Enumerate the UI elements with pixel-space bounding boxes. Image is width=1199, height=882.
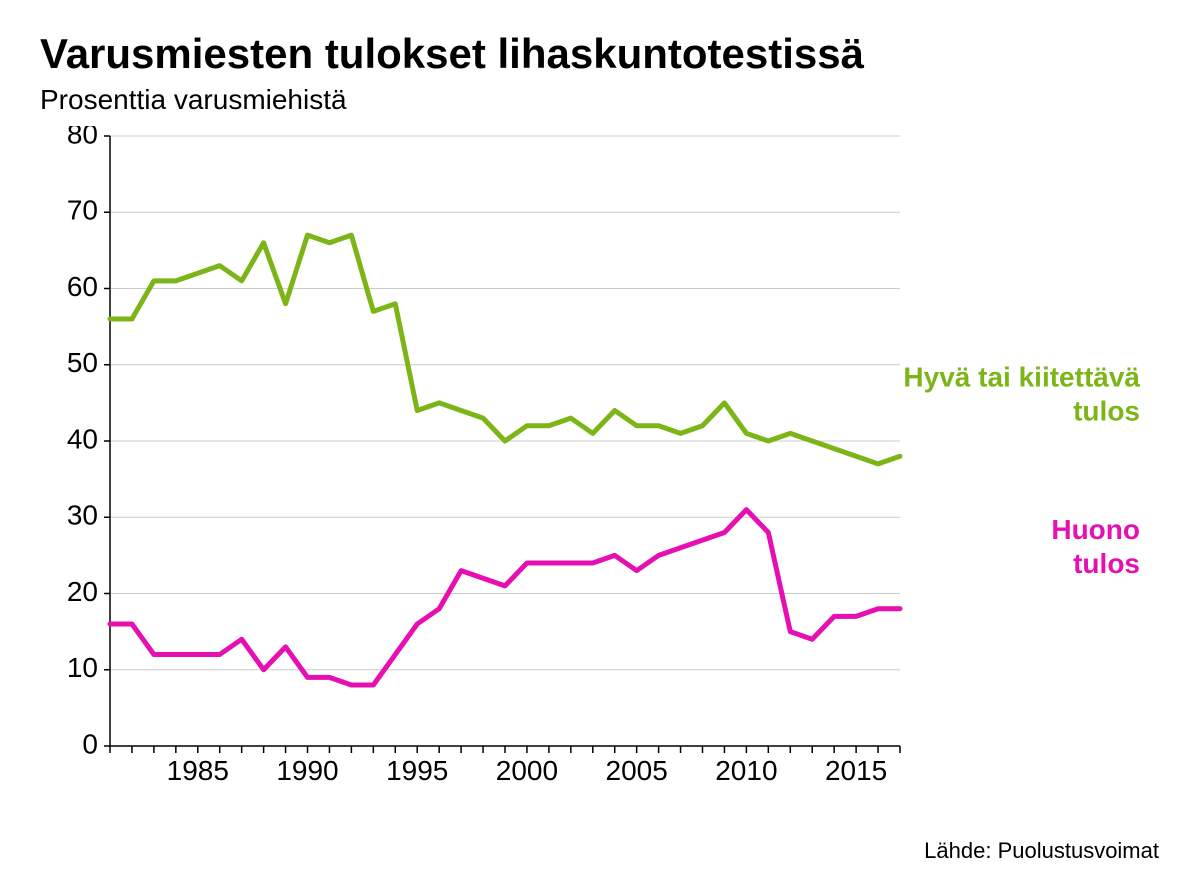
line-chart-svg: 0 10 20 30 40 50 60 70 80 1985 1990 1995 2000 2005 201…	[40, 126, 1150, 806]
y-tick-label: 70	[67, 195, 98, 226]
series-bad-label: tulos	[1073, 548, 1140, 579]
y-tick-label: 80	[67, 126, 98, 149]
source-label: Lähde: Puolustusvoimat	[924, 838, 1159, 864]
x-tick-label: 1985	[167, 755, 229, 786]
x-tick-label: 2015	[825, 755, 887, 786]
y-tick-label: 40	[67, 423, 98, 454]
x-tick-label: 1995	[386, 755, 448, 786]
x-tick-label: 2000	[496, 755, 558, 786]
x-tick-label: 2010	[715, 755, 777, 786]
x-tick-label: 1990	[276, 755, 338, 786]
chart-title: Varusmiesten tulokset lihaskuntotestissä	[40, 30, 1159, 78]
series-bad-label: Huono	[1051, 514, 1140, 545]
y-tick-label: 0	[82, 728, 98, 759]
chart-subtitle: Prosenttia varusmiehistä	[40, 84, 1159, 116]
y-tick-label: 60	[67, 271, 98, 302]
y-tick-label: 10	[67, 652, 98, 683]
series-good-label: tulos	[1073, 395, 1140, 426]
chart-area: 0 10 20 30 40 50 60 70 80 1985 1990 1995 2000 2005 201…	[40, 126, 1150, 806]
series-good-label: Hyvä tai kiitettävä	[903, 361, 1140, 392]
y-tick-label: 50	[67, 347, 98, 378]
series-bad-line	[110, 510, 900, 685]
x-tick-label: 2005	[606, 755, 668, 786]
series-good-line	[110, 235, 900, 464]
y-tick-label: 20	[67, 576, 98, 607]
y-tick-label: 30	[67, 500, 98, 531]
